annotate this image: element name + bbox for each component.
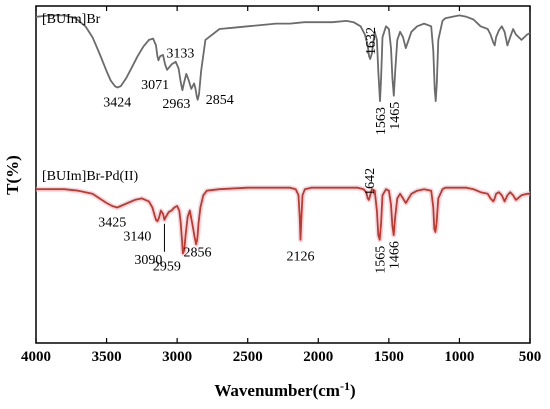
peak-label: 3071 <box>141 78 169 93</box>
peak-label: 3140 <box>123 229 151 244</box>
x-tick-label: 500 <box>519 349 542 365</box>
peak-label: 2126 <box>287 250 315 265</box>
x-axis-title-superscript: -1 <box>340 379 350 393</box>
x-tick-label: 3500 <box>92 349 122 365</box>
peak-label: 1565 <box>374 246 389 274</box>
peak-label: 1466 <box>388 241 403 269</box>
series-label-buimbr-pd: [BUIm]Br-Pd(II) <box>42 169 138 184</box>
peak-label: 3133 <box>166 46 194 61</box>
x-axis-title: Wavenumber(cm-1) <box>214 379 355 400</box>
plot-area <box>35 5 531 344</box>
x-tick-label: 3000 <box>162 349 192 365</box>
peak-label: 2959 <box>153 259 181 274</box>
peak-label: 1632 <box>364 27 379 55</box>
peak-label: 2963 <box>162 97 190 112</box>
plot-border <box>35 5 531 344</box>
x-axis-title-close: ) <box>350 381 356 400</box>
peak-label: 2854 <box>206 93 234 108</box>
x-tick-label: 4000 <box>21 349 51 365</box>
peak-label: 3425 <box>98 216 126 231</box>
peak-label: 1563 <box>374 107 389 135</box>
series-line-0 <box>35 14 531 102</box>
x-tick-label: 2500 <box>233 349 263 365</box>
x-tick-label: 1500 <box>374 349 404 365</box>
y-axis-title: T(%) <box>3 155 22 195</box>
x-axis-title-text: Wavenumber(cm <box>214 381 340 400</box>
peak-label: 2856 <box>184 246 212 261</box>
x-tick-label: 2000 <box>303 349 333 365</box>
peak-label: 1465 <box>388 102 403 130</box>
series-layer <box>35 14 531 256</box>
x-axis-ticks: 4000 3500 3000 2500 2000 1500 1000 500 <box>21 6 541 365</box>
peak-label: 1642 <box>363 168 378 196</box>
x-tick-label: 1000 <box>444 349 474 365</box>
peak-label: 3424 <box>103 96 131 111</box>
series-label-buimbr: [BUIm]Br <box>42 12 101 27</box>
peak-label: 3090 <box>134 253 162 268</box>
series-line-1 <box>36 186 530 255</box>
